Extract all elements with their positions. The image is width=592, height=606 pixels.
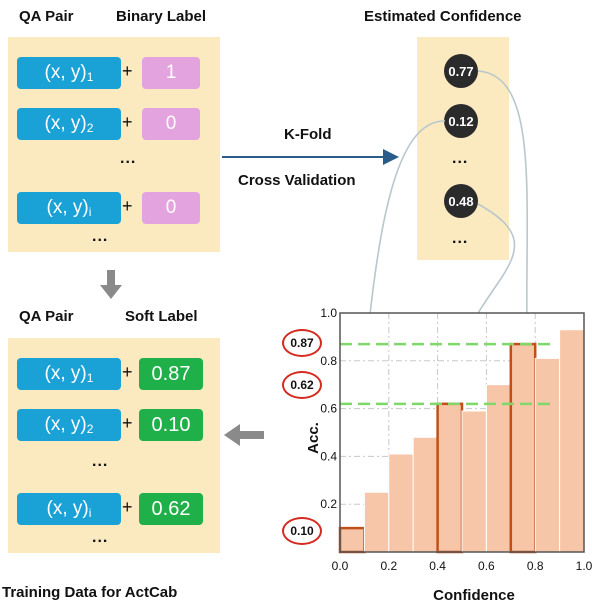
qa-pair-box: (x, y) i bbox=[17, 192, 121, 224]
x-tick-label: 1.0 bbox=[576, 559, 592, 573]
bar-highlighted bbox=[338, 526, 366, 554]
bar bbox=[412, 436, 439, 553]
bar bbox=[534, 357, 561, 553]
plus-sign: + bbox=[122, 196, 133, 216]
binary-label-box: 0 bbox=[142, 108, 200, 140]
soft-label-box: 0.87 bbox=[139, 358, 203, 390]
estimated-confidence-header: Estimated Confidence bbox=[364, 8, 522, 25]
qa-pair-box: (x, y) 2 bbox=[17, 409, 121, 441]
ellipsis: ... bbox=[120, 150, 137, 167]
y-tick-label: 0.6 bbox=[320, 402, 337, 416]
plus-sign: + bbox=[122, 362, 133, 382]
plus-sign: + bbox=[122, 497, 133, 517]
ellipsis: ... bbox=[452, 230, 469, 247]
plus-sign: + bbox=[122, 112, 133, 132]
plus-sign: + bbox=[122, 413, 133, 433]
bar bbox=[559, 329, 585, 553]
bar bbox=[485, 384, 512, 553]
plus-sign: + bbox=[122, 61, 133, 81]
x-tick-label: 0.0 bbox=[332, 559, 349, 573]
ellipsis: ... bbox=[92, 228, 109, 245]
down-arrow-head bbox=[100, 285, 122, 299]
bar bbox=[461, 410, 487, 553]
qa-pair-box: (x, y) i bbox=[17, 493, 121, 525]
highlight-oval: 0.10 bbox=[282, 517, 322, 545]
training-data-caption: Training Data for ActCab bbox=[2, 584, 178, 601]
down-arrow-shaft bbox=[107, 270, 115, 286]
ellipsis: ... bbox=[92, 529, 109, 546]
x-tick-label: 0.8 bbox=[527, 559, 544, 573]
bar-highlighted bbox=[509, 342, 537, 554]
qa-pair-box: (x, y) 1 bbox=[17, 57, 121, 89]
y-tick-label: 0.8 bbox=[320, 354, 337, 368]
ellipsis: ... bbox=[452, 150, 469, 167]
ellipsis: ... bbox=[92, 453, 109, 470]
x-tick-label: 0.2 bbox=[380, 559, 397, 573]
soft-label-header: Soft Label bbox=[125, 308, 198, 325]
bar bbox=[363, 491, 390, 553]
bottom-qa-pair-header: QA Pair bbox=[19, 308, 74, 325]
binary-label-panel: (x, y) 1 + 1 (x, y) 2 + 0 ... (x, y) i + 0 … bbox=[8, 37, 220, 252]
soft-label-box: 0.62 bbox=[139, 493, 203, 525]
connector-077 bbox=[477, 70, 534, 337]
qa-pair-box: (x, y) 2 bbox=[17, 108, 121, 140]
highlight-oval: 0.87 bbox=[282, 329, 322, 357]
confidence-circle: 0.48 bbox=[444, 184, 478, 218]
cross-validation-label: Cross Validation bbox=[238, 172, 356, 189]
bar-highlighted bbox=[436, 402, 464, 554]
binary-label-box: 1 bbox=[142, 57, 200, 89]
highlight-oval: 0.62 bbox=[282, 371, 322, 399]
y-tick-label: 0.4 bbox=[320, 449, 337, 463]
kfold-label: K-Fold bbox=[284, 126, 332, 143]
bar bbox=[388, 453, 414, 553]
soft-label-box: 0.10 bbox=[139, 409, 203, 441]
soft-label-panel: (x, y) 1 + 0.87 (x, y) 2 + 0.10 ... (x, y)… bbox=[8, 338, 220, 553]
binary-label-box: 0 bbox=[142, 192, 200, 224]
confidence-circle: 0.77 bbox=[444, 54, 478, 88]
y-tick-label: 1.0 bbox=[320, 306, 337, 320]
left-arrow-shaft bbox=[238, 431, 264, 439]
confidence-circle: 0.12 bbox=[444, 104, 478, 138]
qa-pair-box: (x, y) 1 bbox=[17, 358, 121, 390]
x-tick-label: 0.6 bbox=[478, 559, 495, 573]
left-arrow-head bbox=[224, 424, 240, 446]
plot-frame bbox=[339, 312, 585, 553]
x-axis-label: Confidence bbox=[433, 587, 515, 604]
y-axis-label: Acc. bbox=[305, 422, 322, 454]
confidence-panel: 0.77 0.12 ... 0.48 ... bbox=[417, 37, 509, 260]
y-tick-label: 0.2 bbox=[320, 497, 337, 511]
x-tick-label: 0.4 bbox=[429, 559, 446, 573]
binary-label-header: Binary Label bbox=[116, 8, 207, 25]
top-qa-pair-header: QA Pair bbox=[19, 8, 74, 25]
